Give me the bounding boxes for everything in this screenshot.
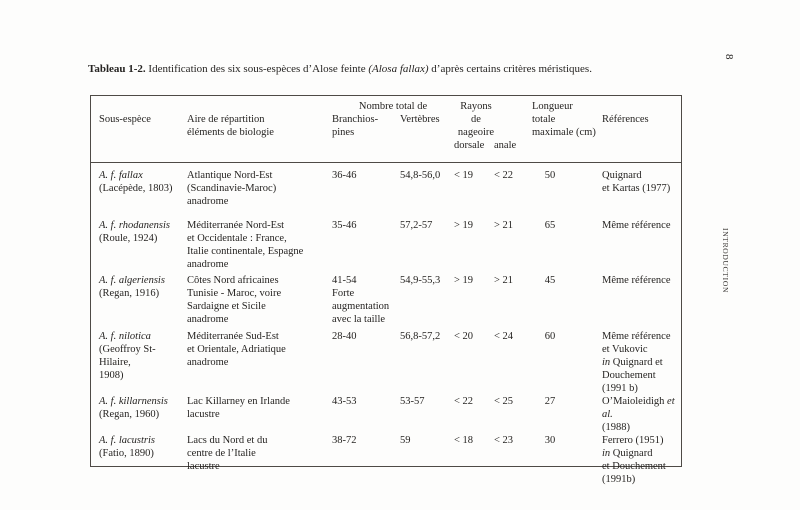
gillrakers-cell: 35-46 — [332, 220, 357, 231]
species-cell: A. f. nilotica (Geoffroy St-Hilaire, 190… — [99, 330, 187, 395]
vertebrae-cell: 54,9-55,3 — [400, 275, 441, 286]
anal-cell: > 21 — [494, 220, 514, 231]
data-table: Sous-espèce Aire de répartition éléments… — [90, 95, 682, 485]
reference-cell: Même référence — [602, 275, 671, 286]
table-caption: Tableau 1-2. Identification des six sous… — [88, 62, 688, 76]
reference-cell: Même référence — [602, 220, 671, 231]
species-authority: (Lacépède, 1803) — [99, 183, 173, 194]
table-row: A. f. algeriensis (Regan, 1916) Côtes No… — [99, 274, 681, 330]
gillrakers-cell: 43-53 — [332, 396, 357, 407]
dorsal-cell: > 19 — [454, 275, 474, 286]
header-species: Sous-espèce — [99, 114, 151, 125]
reference-cell: Ferrero (1951) in Quignard et Douchement… — [602, 435, 666, 485]
table-row: A. f. nilotica (Geoffroy St-Hilaire, 190… — [99, 330, 681, 395]
area-cell: Méditerranée Nord-Est et Occidentale : F… — [187, 220, 304, 270]
gillrakers-cell: 36-46 — [332, 170, 357, 181]
table-caption-text-end: d’après certains critères méristiques. — [428, 63, 592, 75]
gillrakers-cell: 28-40 — [332, 331, 357, 342]
page-number: 8 — [723, 54, 735, 60]
header-gillrakers: Branchios- pines — [332, 114, 379, 138]
length-cell: 65 — [544, 220, 556, 231]
species-authority: (Geoffroy St-Hilaire, 1908) — [99, 344, 156, 381]
table-body: A. f. fallax (Lacépède, 1803) Atlantique… — [91, 163, 681, 492]
anal-cell: < 25 — [494, 396, 514, 407]
header-rays-label: Rayons de nageoire — [457, 101, 495, 138]
header-length: Longueur totale maximale (cm) — [532, 101, 596, 138]
header-vertebrae: Vertèbres — [400, 114, 440, 125]
species-name: A. f. killarnensis — [99, 396, 168, 407]
header-total-label: Nombre total de — [358, 101, 428, 112]
header-dorsal: dorsale — [454, 140, 485, 151]
dorsal-cell: < 19 — [454, 170, 474, 181]
length-cell: 27 — [544, 396, 556, 407]
anal-cell: < 24 — [494, 331, 514, 342]
reference-cell: Quignard et Kartas (1977) — [602, 170, 671, 194]
species-name: A. f. rhodanensis — [99, 220, 170, 231]
species-name: A. f. nilotica — [99, 331, 151, 342]
species-cell: A. f. lacustris (Fatio, 1890) — [99, 434, 187, 492]
species-authority: (Regan, 1916) — [99, 288, 160, 299]
species-authority: (Roule, 1924) — [99, 233, 158, 244]
length-cell: 50 — [544, 170, 556, 181]
length-cell: 30 — [544, 435, 556, 446]
table-header-row: Sous-espèce Aire de répartition éléments… — [91, 96, 681, 163]
table-row: A. f. lacustris (Fatio, 1890) Lacs du No… — [99, 434, 681, 492]
table-caption-species-italic: (Alosa fallax) — [368, 63, 429, 75]
vertebrae-cell: 53-57 — [400, 396, 425, 407]
table-caption-label: Tableau 1-2. — [88, 63, 146, 75]
dorsal-cell: < 20 — [454, 331, 474, 342]
reference-cell: O’Maioleidigh et al. (1988) — [602, 396, 675, 433]
reference-cell: Même référence et Vukovic in Quignard et… — [602, 331, 671, 394]
header-area: Aire de répartition éléments de biologie — [187, 114, 274, 138]
header-anal: anale — [494, 140, 517, 151]
species-name: A. f. lacustris — [99, 435, 156, 446]
anal-cell: < 22 — [494, 170, 514, 181]
length-cell: 60 — [544, 331, 556, 342]
anal-cell: < 23 — [494, 435, 514, 446]
area-cell: Lac Killarney en Irlande lacustre — [187, 396, 290, 420]
table-row: A. f. fallax (Lacépède, 1803) Atlantique… — [99, 169, 681, 219]
vertebrae-cell: 54,8-56,0 — [400, 170, 441, 181]
species-cell: A. f. rhodanensis (Roule, 1924) — [99, 219, 187, 274]
header-rays-group: Rayons de nageoire dorsale anale — [454, 100, 532, 152]
header-total-subcolumns: Branchios- pines Vertèbres — [332, 113, 454, 139]
vertebrae-cell: 57,2-57 — [400, 220, 433, 231]
vertebrae-cell: 59 — [400, 435, 411, 446]
species-name: A. f. fallax — [99, 170, 143, 181]
running-header-introduction: INTRODUCTION — [721, 228, 730, 294]
table-caption-text: Identification des six sous-espèces d’Al… — [145, 63, 369, 75]
species-cell: A. f. killarnensis (Regan, 1960) — [99, 395, 187, 434]
header-rays-subcolumns: dorsale anale — [454, 139, 532, 152]
species-authority: (Regan, 1960) — [99, 409, 160, 420]
dorsal-cell: < 18 — [454, 435, 474, 446]
table-row: A. f. rhodanensis (Roule, 1924) Méditerr… — [99, 219, 681, 274]
table-row: A. f. killarnensis (Regan, 1960) Lac Kil… — [99, 395, 681, 434]
gillrakers-cell: 38-72 — [332, 435, 357, 446]
area-cell: Côtes Nord africaines Tunisie - Maroc, v… — [187, 275, 282, 325]
vertebrae-cell: 56,8-57,2 — [400, 331, 441, 342]
area-cell: Méditerranée Sud-Est et Orientale, Adria… — [187, 331, 286, 368]
length-cell: 45 — [544, 275, 556, 286]
header-total-group: Nombre total de Branchios- pines Vertèbr… — [332, 100, 454, 152]
dorsal-cell: > 19 — [454, 220, 474, 231]
species-name: A. f. algeriensis — [99, 275, 165, 286]
header-references: Références — [602, 114, 649, 125]
area-cell: Lacs du Nord et du centre de l’Italie la… — [187, 435, 268, 472]
species-authority: (Fatio, 1890) — [99, 448, 154, 459]
species-cell: A. f. fallax (Lacépède, 1803) — [99, 169, 187, 219]
gillrakers-cell: 41-54 Forte augmentation avec la taille — [332, 275, 390, 325]
area-cell: Atlantique Nord-Est (Scandinavie-Maroc) … — [187, 170, 277, 207]
dorsal-cell: < 22 — [454, 396, 474, 407]
anal-cell: > 21 — [494, 275, 514, 286]
species-cell: A. f. algeriensis (Regan, 1916) — [99, 274, 187, 330]
